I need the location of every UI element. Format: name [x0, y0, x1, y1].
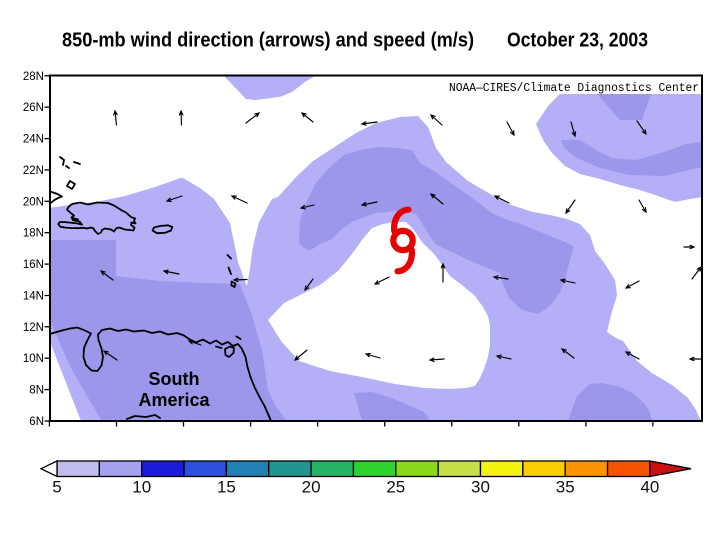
svg-text:26N: 26N: [23, 102, 44, 114]
svg-text:16N: 16N: [23, 259, 44, 271]
svg-text:20N: 20N: [23, 196, 44, 208]
svg-text:NOAA—CIRES/Climate Diagnostics: NOAA—CIRES/Climate Diagnostics Center: [449, 82, 699, 95]
svg-text:14N: 14N: [23, 291, 44, 303]
svg-text:18N: 18N: [23, 228, 44, 240]
svg-text:October 23, 2003: October 23, 2003: [507, 30, 648, 52]
svg-text:15: 15: [217, 478, 236, 497]
svg-text:10: 10: [132, 478, 151, 497]
svg-text:24N: 24N: [23, 134, 44, 146]
svg-text:20: 20: [302, 478, 321, 497]
svg-text:6N: 6N: [29, 416, 44, 428]
svg-text:8N: 8N: [29, 385, 44, 397]
svg-text:28N: 28N: [23, 71, 44, 83]
svg-text:25: 25: [386, 478, 405, 497]
svg-text:5: 5: [52, 478, 61, 497]
svg-text:40: 40: [640, 478, 659, 497]
svg-text:22N: 22N: [23, 165, 44, 177]
svg-text:South: South: [149, 369, 200, 389]
svg-text:35: 35: [556, 478, 575, 497]
svg-text:America: America: [138, 390, 210, 410]
svg-text:12N: 12N: [23, 322, 44, 334]
svg-text:850-mb wind direction (arrows): 850-mb wind direction (arrows) and speed…: [62, 30, 474, 52]
svg-text:10N: 10N: [23, 353, 44, 365]
svg-text:30: 30: [471, 478, 490, 497]
